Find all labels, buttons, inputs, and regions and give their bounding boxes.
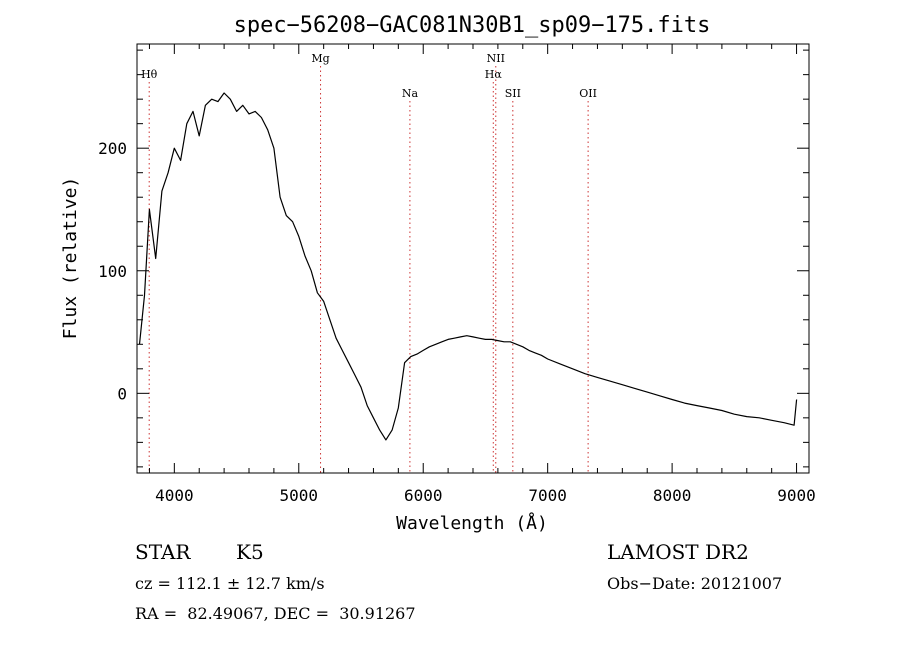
spectral-line-label: Na [402,87,419,100]
x-tick-label: 6000 [404,486,443,505]
object-class: STAR [135,540,191,564]
x-tick-label: 5000 [280,486,319,505]
survey-name: LAMOST DR2 [607,540,749,564]
y-tick-label: 100 [98,262,127,281]
observation-date: Obs−Date: 20121007 [607,574,783,593]
spectral-line-label: Hθ [141,68,158,81]
x-axis-label: Wavelength (Å) [396,512,548,534]
x-tick-label: 4000 [155,486,194,505]
spectrum-series [138,92,798,441]
plot-frame [136,43,810,474]
redshift-value: cz = 112.1 ± 12.7 km/s [135,574,325,593]
x-tick-label: 8000 [653,486,692,505]
x-tick-label: 7000 [528,486,567,505]
x-tick-label: 9000 [777,486,816,505]
y-axis-label: Flux (relative) [60,177,81,340]
spectral-line-label: OII [579,87,597,100]
spectral-line-label: NII [487,52,505,65]
spectral-line-label: Hα [485,68,503,81]
spectral-line-label: Mg [311,52,329,65]
y-tick-label: 0 [117,384,127,403]
x-axis: 4000 5000 6000 7000 8000 9000 [148,44,816,505]
y-tick-label: 200 [98,139,127,158]
coordinates: RA = 82.49067, DEC = 30.91267 [135,604,416,623]
y-axis: 0 100 200 [98,49,809,468]
object-subclass: K5 [236,540,264,564]
spectral-line-label: SII [505,87,521,100]
spectrum-line [138,92,798,441]
chart-title: spec−56208−GAC081N30B1_sp09−175.fits [234,13,711,38]
